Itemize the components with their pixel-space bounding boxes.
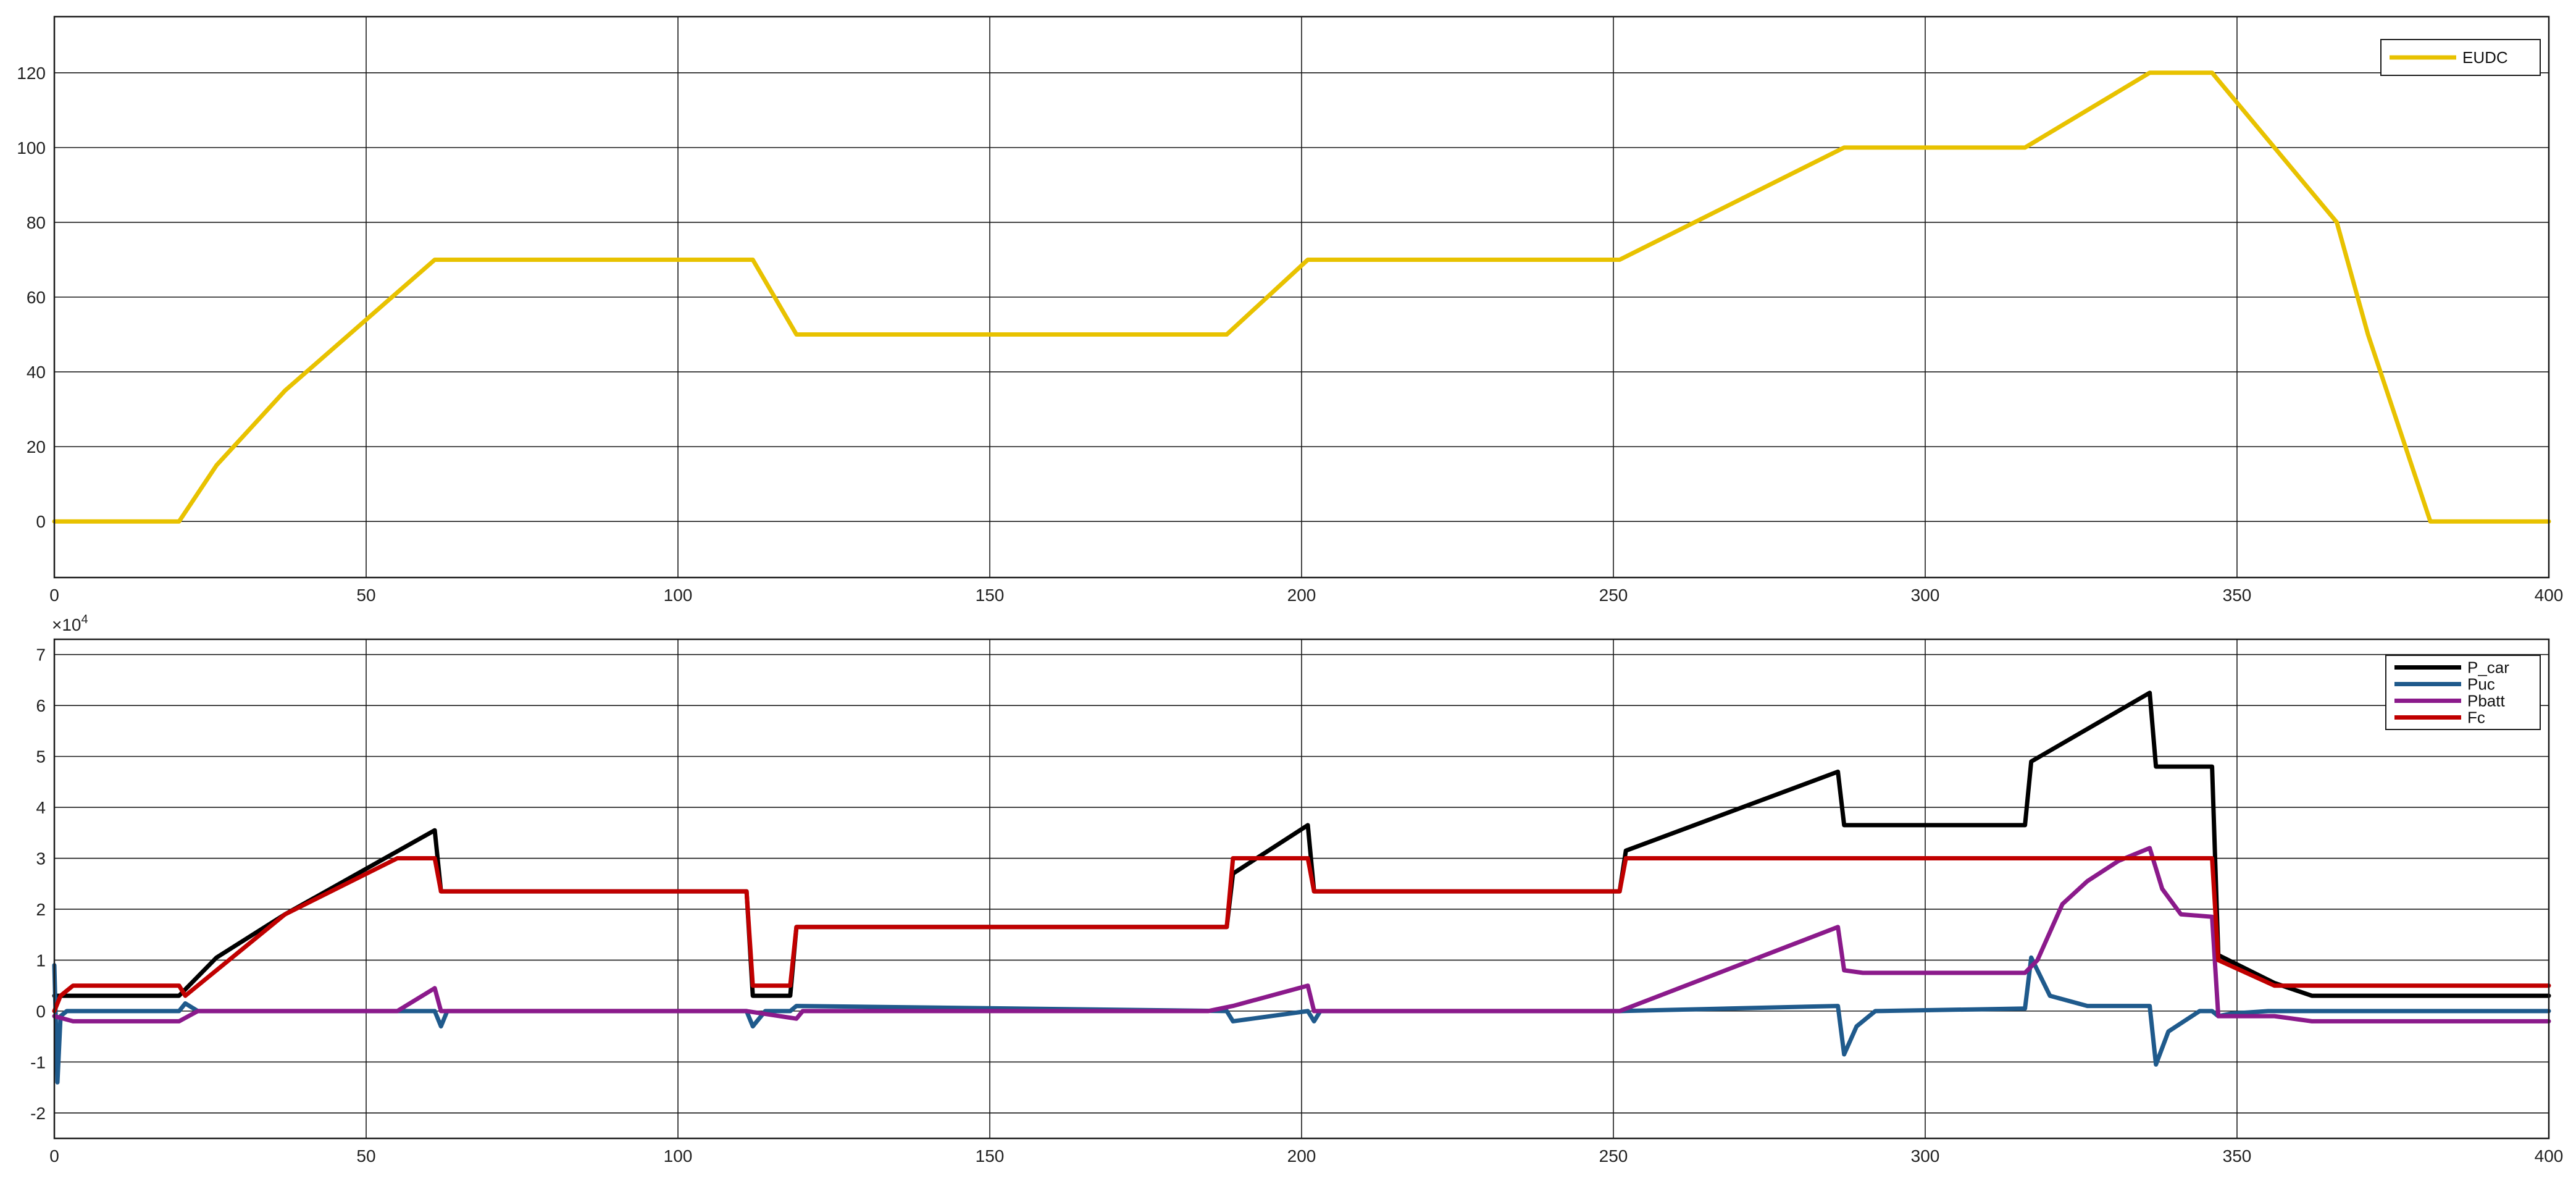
y-tick-label: 80 xyxy=(27,213,46,232)
y-tick-label: 20 xyxy=(27,437,46,456)
x-tick-label: 250 xyxy=(1599,586,1628,605)
plot-frame xyxy=(53,15,2550,579)
y-tick-label: 0 xyxy=(36,512,46,531)
x-tick-label: 400 xyxy=(2535,586,2564,605)
y-exponent-label: ×104 xyxy=(52,613,88,634)
legend-label: P_car xyxy=(2467,658,2509,677)
x-tick-label: 50 xyxy=(356,586,375,605)
y-tick-label: 40 xyxy=(27,363,46,382)
x-tick-label: 350 xyxy=(2223,586,2252,605)
y-tick-label: 0 xyxy=(36,1002,46,1021)
y-tick-label: 6 xyxy=(36,696,46,715)
y-tick-label: 7 xyxy=(36,645,46,665)
bottom-panel: 0 50 100 150 200 250 300 350 400 -2 -1 0 1 2 3 4 5 6 7 ×104… xyxy=(30,613,2563,1166)
x-tick-label: 100 xyxy=(664,586,693,605)
plot-frame xyxy=(53,638,2550,1140)
x-tick-label: 150 xyxy=(976,586,1005,605)
y-tick-label: 4 xyxy=(36,798,46,817)
top-panel: 0 50 100 150 200 250 300 350 400 0 20 40 60 80 100 120 E… xyxy=(17,15,2564,605)
series-line-pbatt xyxy=(52,846,2551,1023)
series-line-p-car xyxy=(52,691,2551,998)
y-tick-label: 5 xyxy=(36,747,46,767)
y-tick-label: 120 xyxy=(17,64,46,83)
y-tick-label: 100 xyxy=(17,138,46,158)
x-tick-label: 200 xyxy=(1287,1146,1316,1166)
x-tick-label: 300 xyxy=(1911,1146,1940,1166)
y-tick-label: -2 xyxy=(30,1104,46,1123)
x-tick-label: 100 xyxy=(664,1146,693,1166)
y-tick-label: 2 xyxy=(36,900,46,919)
x-tick-label: 200 xyxy=(1287,586,1316,605)
x-tick-label: 0 xyxy=(49,1146,59,1166)
x-tick-label: 300 xyxy=(1911,586,1940,605)
x-tick-label: 150 xyxy=(976,1146,1005,1166)
y-tick-label: 1 xyxy=(36,951,46,970)
y-tick-label: 60 xyxy=(27,288,46,307)
x-tick-label: 400 xyxy=(2535,1146,2564,1166)
x-tick-label: 250 xyxy=(1599,1146,1628,1166)
x-tick-label: 0 xyxy=(49,586,59,605)
series-line-fc xyxy=(52,856,2551,1014)
y-tick-label: -1 xyxy=(30,1053,46,1072)
legend-label: Puc xyxy=(2467,675,2495,694)
series-line-eudc xyxy=(52,70,2551,524)
y-tick-label: 3 xyxy=(36,849,46,868)
x-tick-label: 50 xyxy=(356,1146,375,1166)
legend-label: EUDC xyxy=(2462,48,2508,67)
legend-label: Pbatt xyxy=(2467,692,2505,710)
legend: EUDC xyxy=(2380,39,2541,76)
legend-label: Fc xyxy=(2467,708,2485,727)
x-tick-label: 350 xyxy=(2223,1146,2252,1166)
